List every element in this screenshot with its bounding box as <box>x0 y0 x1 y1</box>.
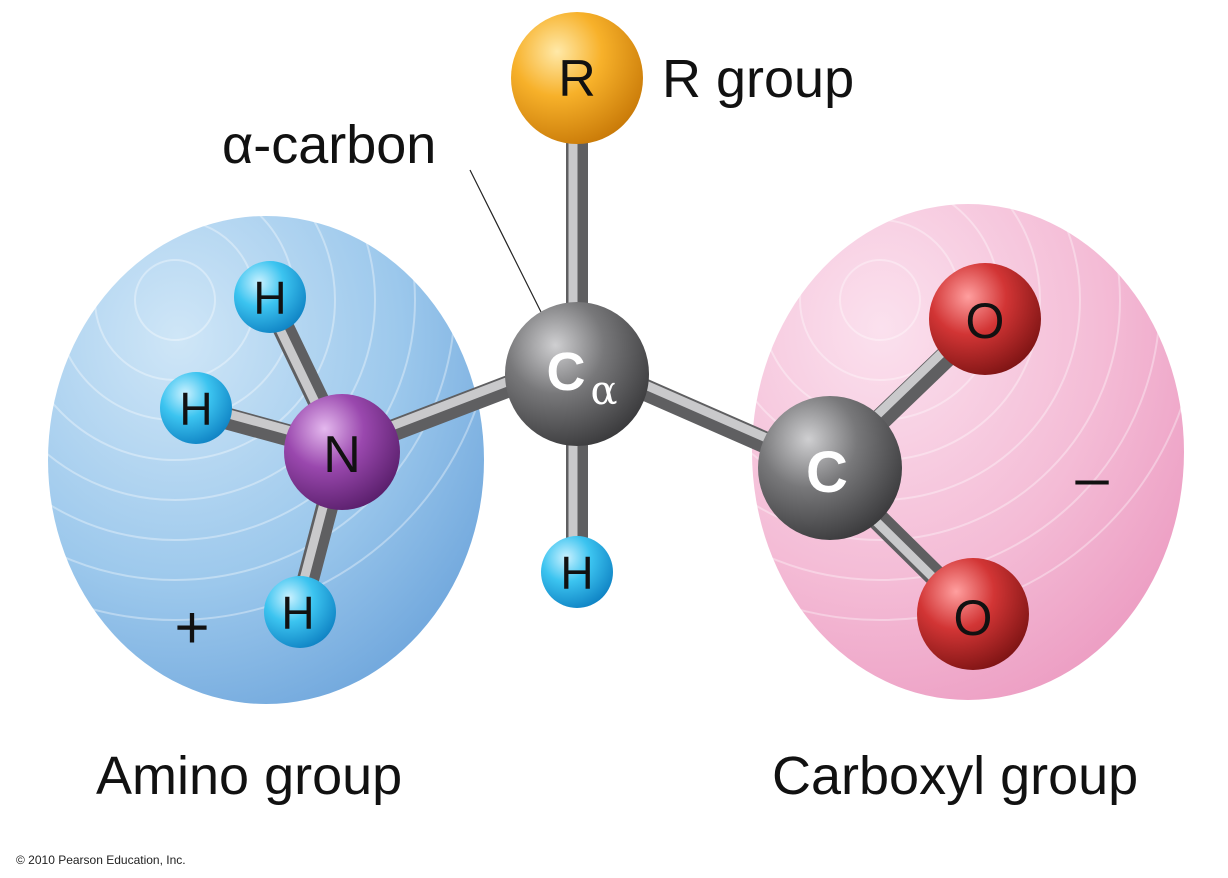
svg-text:H: H <box>560 547 593 599</box>
svg-text:H: H <box>253 272 286 324</box>
svg-text:C: C <box>806 440 848 505</box>
svg-text:R: R <box>558 50 596 108</box>
alpha-carbon-leader-line <box>469 169 542 313</box>
hydrogen-atom-left: H <box>160 372 232 444</box>
svg-text:C: C <box>547 342 586 402</box>
oxygen-atom-bottom: O <box>917 558 1029 670</box>
hydrogen-atom-top: H <box>234 261 306 333</box>
plus-charge: + <box>174 594 209 661</box>
svg-text:N: N <box>323 426 361 484</box>
copyright-notice: © 2010 Pearson Education, Inc. <box>16 853 186 867</box>
carboxyl-group-label: Carboxyl group <box>772 746 1139 806</box>
svg-text:O: O <box>966 293 1005 349</box>
alpha-carbon-label: α-carbon <box>222 115 437 175</box>
r-group-atom: R <box>511 12 643 144</box>
amino-group-label: Amino group <box>96 746 403 806</box>
svg-text:H: H <box>281 587 314 639</box>
alpha-carbon-atom: C α <box>505 302 649 446</box>
svg-text:H: H <box>179 383 212 435</box>
hydrogen-atom-alpha: H <box>541 536 613 608</box>
carboxyl-region <box>559 0 1201 700</box>
carboxyl-carbon-atom: C <box>758 396 902 540</box>
svg-text:α: α <box>590 368 617 414</box>
svg-text:O: O <box>954 590 993 646</box>
amino-region <box>0 0 496 704</box>
hydrogen-atom-bottom-left: H <box>264 576 336 648</box>
minus-charge: – <box>1075 444 1109 511</box>
oxygen-atom-top: O <box>929 263 1041 375</box>
r-group-label: R group <box>662 49 855 109</box>
nitrogen-atom: N <box>284 394 400 510</box>
